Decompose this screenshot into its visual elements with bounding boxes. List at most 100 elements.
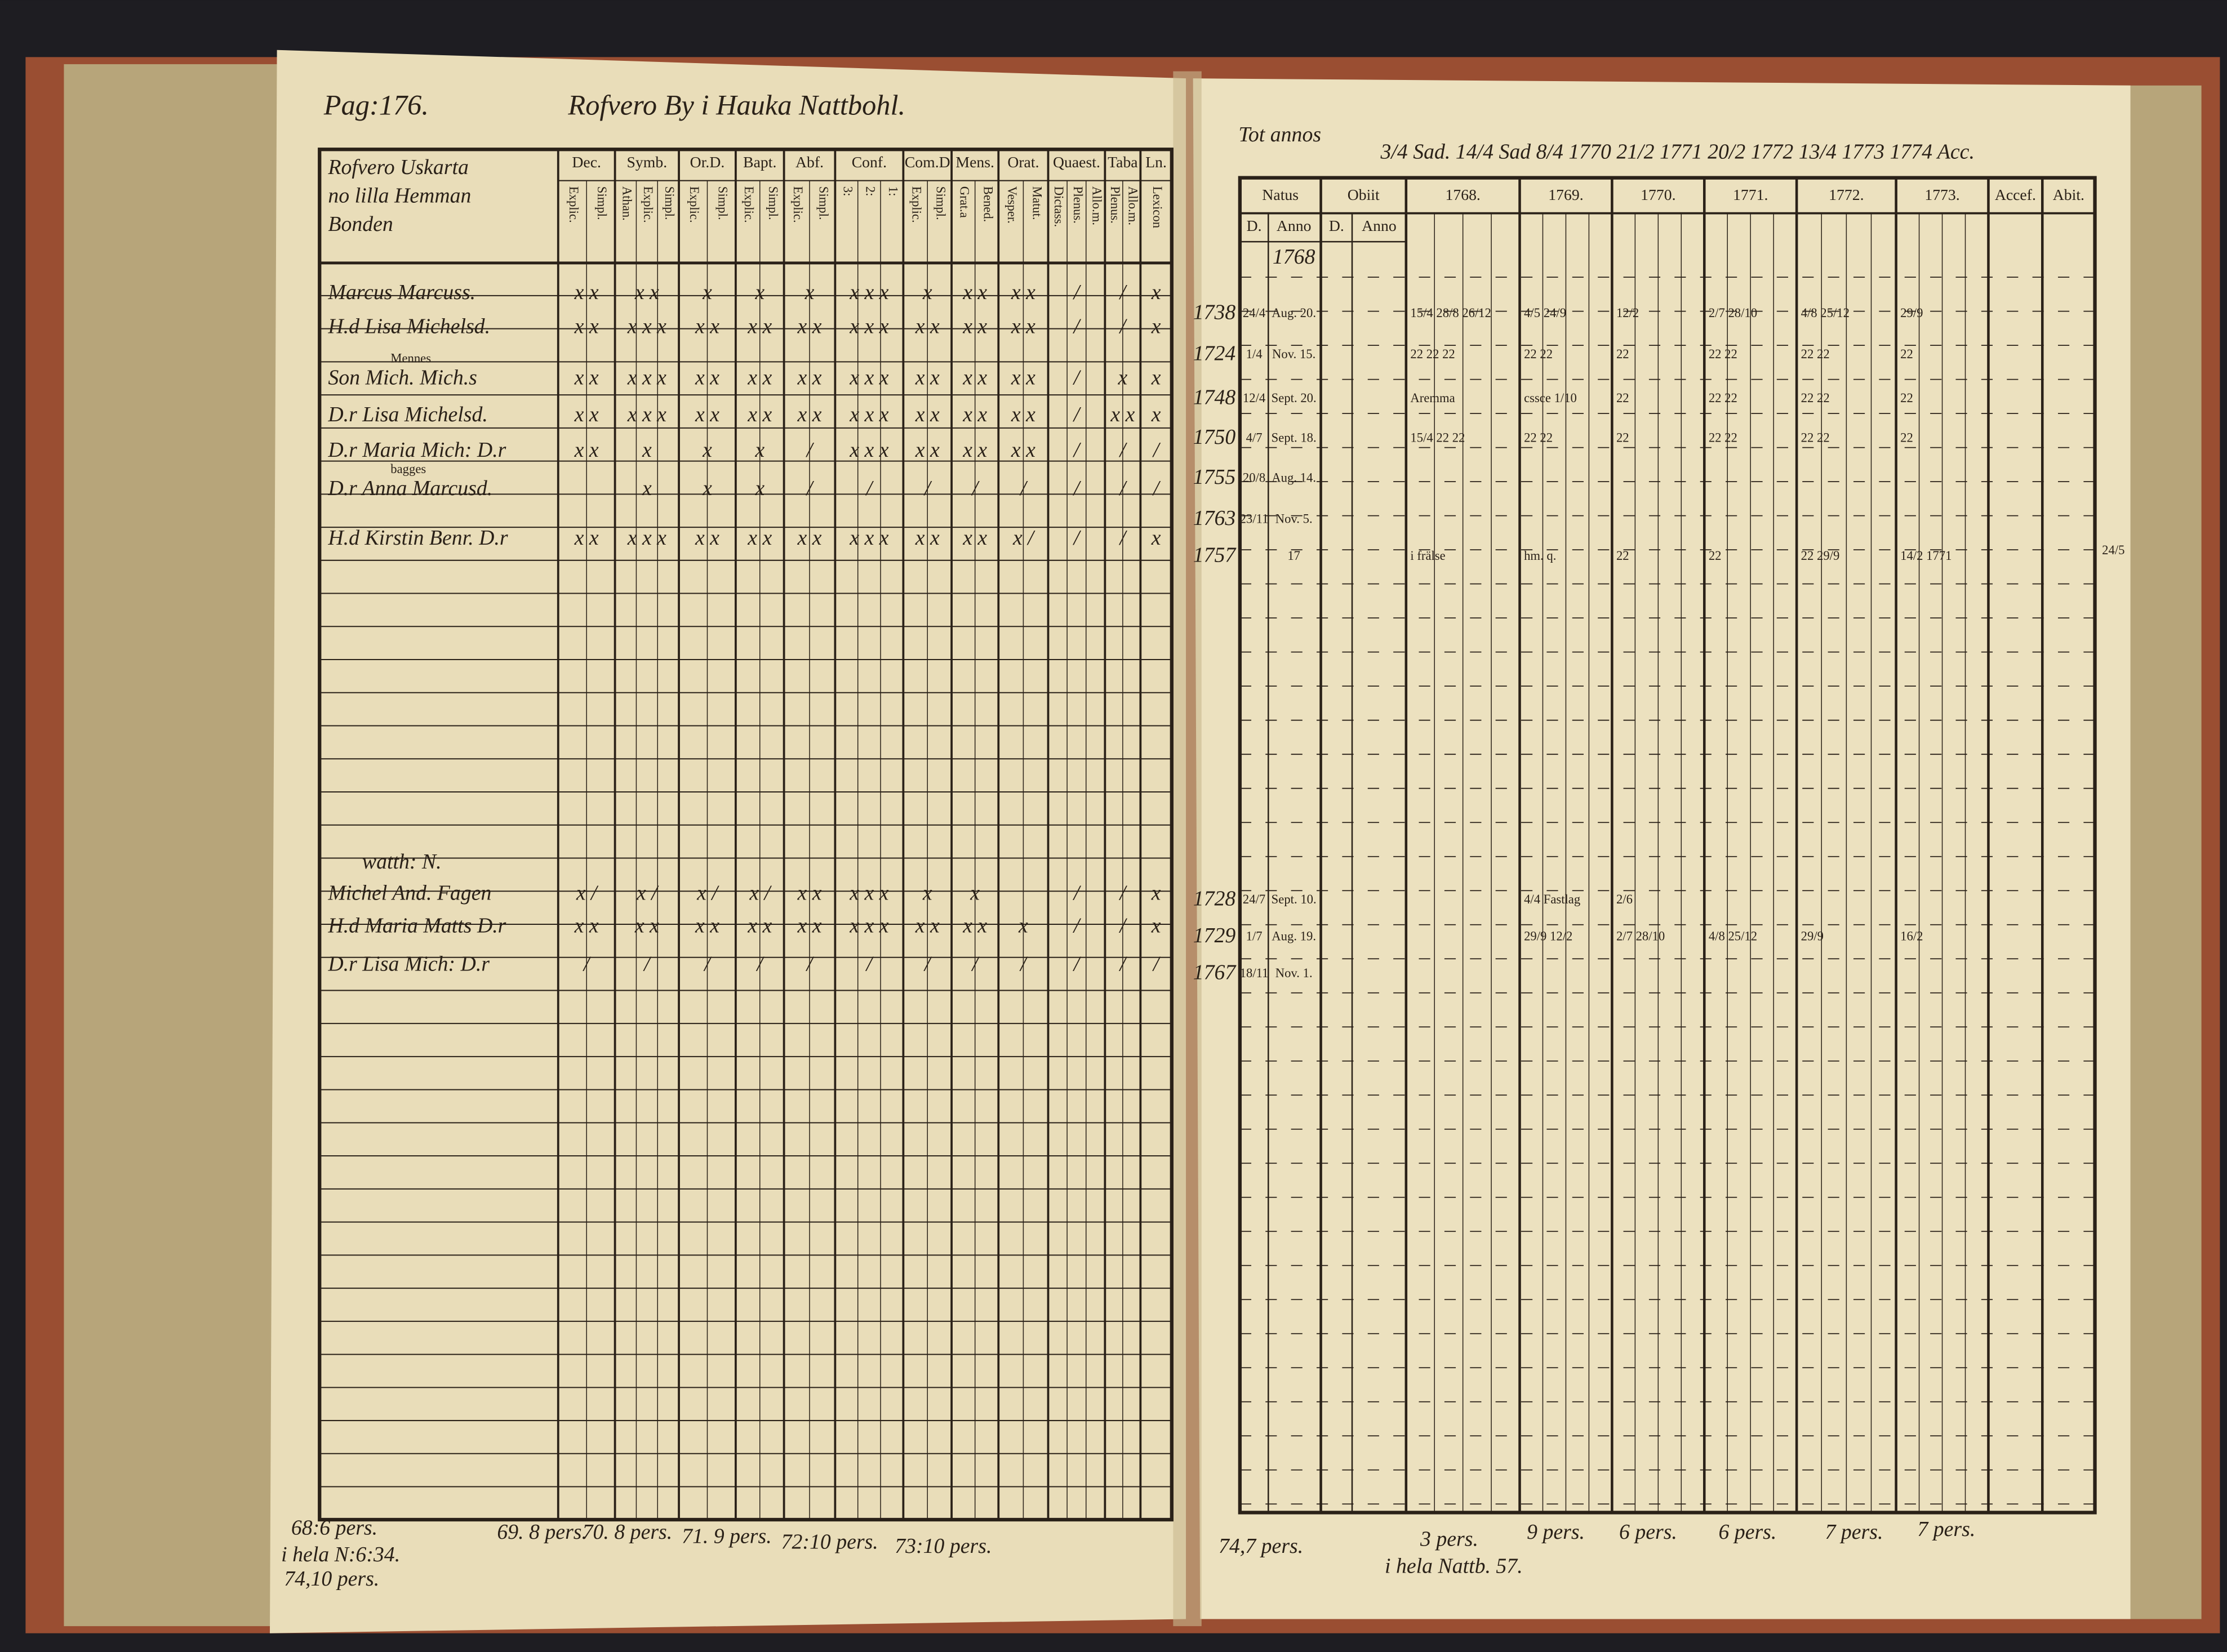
catechism-mark: x x x	[849, 438, 888, 462]
catechism-mark: x x	[574, 438, 599, 462]
catechism-mark: x x x	[627, 315, 666, 339]
column-header: 1770.	[1641, 186, 1675, 203]
column-subheader: Anno	[1277, 217, 1312, 234]
catechism-mark: x x	[962, 366, 987, 389]
year-entry: 4/4 Fastlag	[1524, 892, 1580, 906]
year-entry: 22 22	[1524, 431, 1553, 445]
side-note: 24/5	[2102, 543, 2124, 557]
catechism-mark: x x	[1011, 366, 1035, 389]
person-name: Son Mich. Mich.s	[328, 366, 477, 389]
catechism-mark: x x	[1110, 403, 1135, 426]
column-header: Symb.	[627, 153, 668, 171]
catechism-mark: x x x	[849, 366, 888, 389]
column-subheader: Simpl.	[766, 186, 780, 220]
person-name: D.r Anna Marcusd.	[327, 477, 492, 500]
catechism-mark: x x x	[627, 366, 666, 389]
catechism-mark: x	[1151, 914, 1161, 937]
catechism-mark: x	[1117, 366, 1127, 389]
column-subheader: Simpl.	[595, 186, 609, 220]
year-entry: 22	[1616, 391, 1629, 405]
column-header: 1773.	[1924, 186, 1959, 203]
birth-date: Nov. 15.	[1272, 347, 1315, 361]
year-entry: 29/9	[1801, 929, 1824, 943]
year-entry: 29/9 12/2	[1524, 929, 1572, 943]
right-page	[1193, 78, 2131, 1619]
year-entry: 22 22 22	[1410, 347, 1455, 361]
catechism-mark: x x	[695, 315, 719, 339]
catechism-mark: x /	[636, 881, 659, 905]
catechism-mark: x	[1151, 280, 1161, 304]
catechism-mark: x	[1151, 315, 1161, 339]
name-note: bagges	[390, 462, 426, 476]
birth-day: 4/7	[1246, 431, 1263, 445]
catechism-mark: x	[702, 438, 712, 462]
catechism-mark: x x	[797, 914, 821, 937]
catechism-mark: x x	[574, 526, 599, 550]
year-entry: 22 22	[1524, 347, 1553, 361]
catechism-mark: x x	[574, 366, 599, 389]
catechism-mark: x /	[1012, 526, 1035, 550]
catechism-mark: x x	[1011, 315, 1035, 339]
column-header: Dec.	[572, 153, 601, 171]
column-subheader: Explic.	[567, 186, 581, 223]
catechism-mark: x	[1151, 403, 1161, 426]
catechism-mark: x x	[962, 526, 987, 550]
catechism-mark: /	[643, 952, 652, 976]
catechism-mark: /	[1073, 315, 1082, 339]
year-entry: hm. q.	[1524, 549, 1556, 563]
catechism-mark: x x	[695, 526, 719, 550]
catechism-mark: x x	[915, 438, 940, 462]
catechism-mark: /	[971, 952, 980, 976]
year-entry: 4/5 24/9	[1524, 306, 1566, 320]
birth-year: 1750	[1193, 425, 1236, 449]
column-subheader: Plenus.	[1071, 186, 1085, 224]
catechism-mark: x x	[962, 315, 987, 339]
birth-year: 1738	[1193, 300, 1236, 324]
column-subheader: Simpl.	[816, 186, 830, 220]
year-entry: 22	[1616, 431, 1629, 445]
person-name: D.r Maria Mich: D.r	[327, 438, 506, 462]
column-subheader: Allo.m.	[1126, 186, 1140, 225]
column-header: Orat.	[1007, 153, 1039, 171]
year-entry: 22	[1900, 347, 1913, 361]
column-subheader: 1:	[886, 186, 900, 197]
catechism-mark: x x x	[849, 914, 888, 937]
catechism-mark: x x	[962, 914, 987, 937]
catechism-mark: /	[1019, 952, 1028, 976]
catechism-mark: x x x	[849, 315, 888, 339]
catechism-mark: x x	[1011, 280, 1035, 304]
catechism-mark: /	[1119, 952, 1128, 976]
column-subheader: Explic.	[910, 186, 924, 223]
footer-note: 68:6 pers.	[291, 1516, 377, 1539]
column-subheader: Explic.	[742, 186, 756, 223]
catechism-mark: x x x	[849, 280, 888, 304]
catechism-mark: x	[642, 477, 652, 500]
catechism-mark: x	[702, 280, 712, 304]
catechism-mark: x x	[695, 403, 719, 426]
footers: 68:6 pers. 69. 8 pers.70. 8 pers. 71. 9 pe…	[281, 1516, 1975, 1591]
catechism-mark: x x	[574, 315, 599, 339]
catechism-mark: /	[923, 952, 932, 976]
catechism-mark: x x	[962, 438, 987, 462]
year-entry: 22 22	[1801, 347, 1830, 361]
birth-date: Sept. 10.	[1272, 892, 1317, 906]
column-header: Abf.	[795, 153, 824, 171]
lower-note: watth: N.	[362, 850, 442, 874]
catechism-mark: x	[804, 280, 815, 304]
person-name: Michel And. Fagen	[327, 881, 491, 905]
catechism-mark: /	[1073, 914, 1082, 937]
footer-note: 73:10 pers.	[895, 1534, 992, 1558]
name-header: Bonden	[328, 212, 393, 236]
catechism-mark: x /	[696, 881, 719, 905]
catechism-mark: x x	[747, 403, 772, 426]
birth-date: Sept. 20.	[1272, 391, 1317, 405]
year-entry: 4/8 25/12	[1801, 306, 1850, 320]
right-top-label: Tot annos	[1238, 123, 1321, 146]
catechism-mark: x	[1151, 881, 1161, 905]
catechism-mark: /	[583, 952, 592, 976]
catechism-mark: x x	[747, 914, 772, 937]
name-header: no lilla Hemman	[328, 184, 471, 208]
year-entry: 22	[1616, 347, 1629, 361]
column-header: Taba	[1108, 153, 1137, 171]
